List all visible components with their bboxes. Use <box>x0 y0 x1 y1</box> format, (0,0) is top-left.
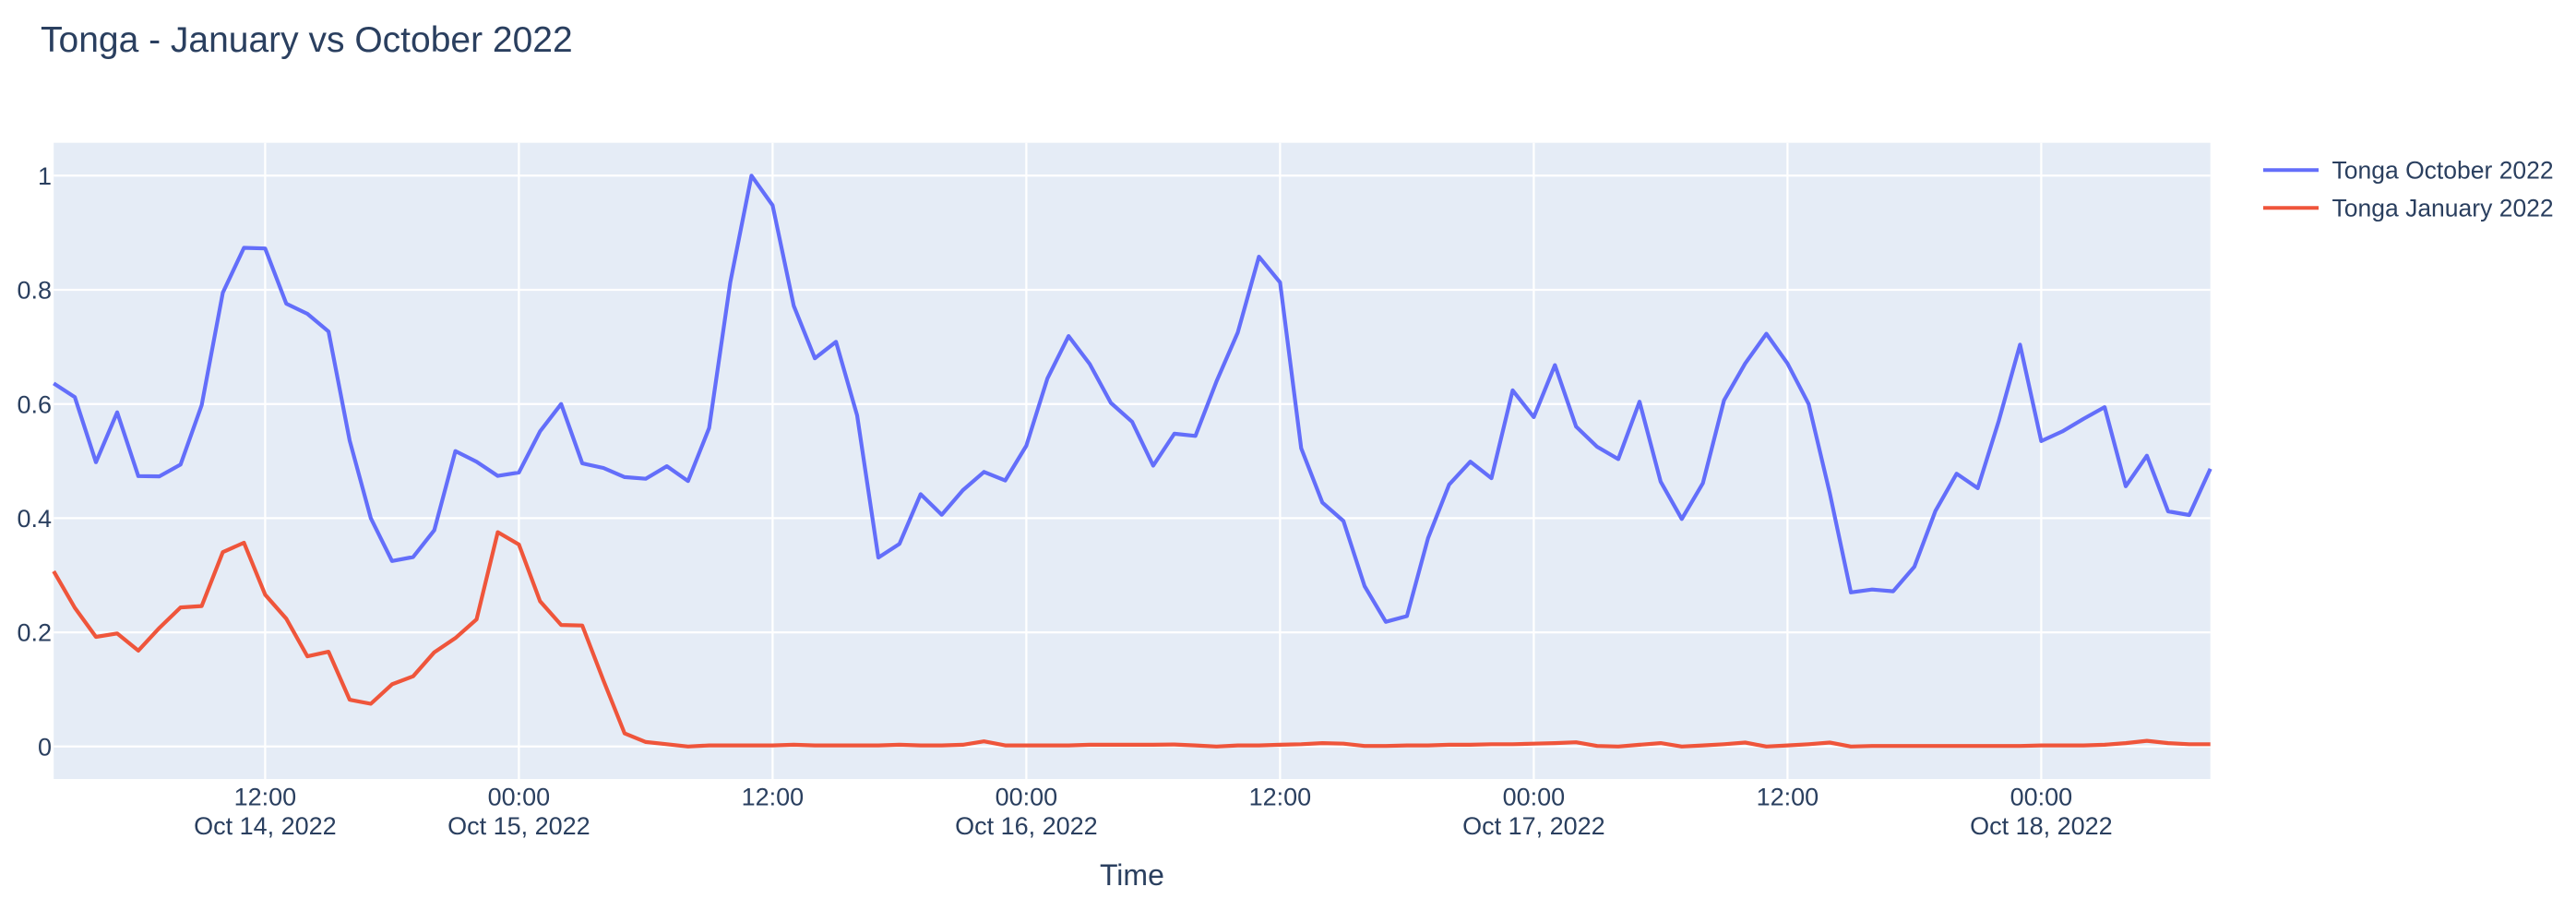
svg-text:Oct 17, 2022: Oct 17, 2022 <box>1462 812 1605 840</box>
svg-text:Oct 16, 2022: Oct 16, 2022 <box>955 812 1098 840</box>
svg-text:0: 0 <box>38 733 52 761</box>
svg-text:00:00: 00:00 <box>2010 783 2073 810</box>
svg-text:0.4: 0.4 <box>17 505 52 533</box>
svg-text:Time: Time <box>1100 858 1164 892</box>
svg-text:00:00: 00:00 <box>1503 783 1566 810</box>
svg-text:Oct 14, 2022: Oct 14, 2022 <box>194 812 337 840</box>
svg-text:12:00: 12:00 <box>1757 783 1819 810</box>
svg-text:00:00: 00:00 <box>996 783 1058 810</box>
svg-text:00:00: 00:00 <box>488 783 551 810</box>
svg-text:12:00: 12:00 <box>1249 783 1312 810</box>
svg-text:12:00: 12:00 <box>234 783 297 810</box>
svg-text:Tonga - January vs October 202: Tonga - January vs October 2022 <box>41 20 573 60</box>
svg-text:12:00: 12:00 <box>742 783 805 810</box>
svg-text:0.2: 0.2 <box>17 619 52 647</box>
svg-text:0.6: 0.6 <box>17 390 52 418</box>
svg-text:Tonga January 2022: Tonga January 2022 <box>2332 195 2554 222</box>
svg-text:1: 1 <box>38 162 52 190</box>
svg-text:Tonga October 2022: Tonga October 2022 <box>2332 157 2554 185</box>
svg-text:0.8: 0.8 <box>17 277 52 305</box>
svg-text:Oct 18, 2022: Oct 18, 2022 <box>1970 812 2113 840</box>
svg-text:Oct 15, 2022: Oct 15, 2022 <box>447 812 590 840</box>
